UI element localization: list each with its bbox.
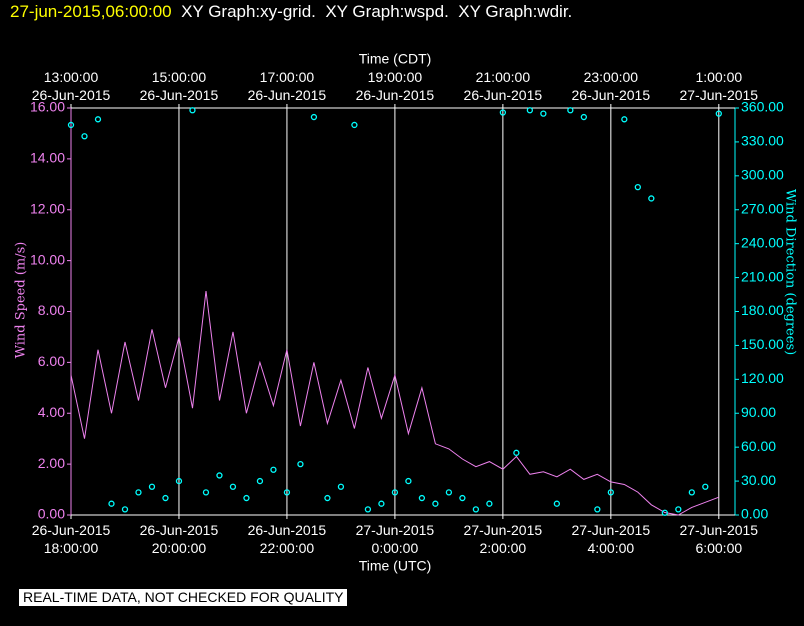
- direction-point: [351, 121, 358, 129]
- direction-point: [297, 460, 304, 468]
- direction-point: [715, 110, 722, 117]
- quality-note: REAL-TIME DATA, NOT CHECKED FOR QUALITY: [19, 589, 348, 606]
- y2-tick-label: 270.00: [741, 200, 784, 216]
- direction-point: [81, 133, 88, 140]
- direction-point: [648, 195, 655, 202]
- direction-point: [162, 494, 169, 502]
- direction-point: [445, 489, 453, 496]
- x2-tick-label: 23:00:00 26-Jun-2015: [571, 69, 651, 103]
- x-tick-label: 26-Jun-2015 20:00:00: [139, 522, 219, 556]
- y-tick-label: 8.00: [38, 302, 65, 318]
- header-title: XY Graph:xy-grid. XY Graph:wspd. XY Grap…: [181, 2, 573, 21]
- y2-tick-label: 180.00: [741, 302, 784, 318]
- direction-point: [540, 110, 547, 117]
- direction-point: [513, 449, 520, 456]
- y-tick-label: 16.00: [30, 99, 65, 115]
- y-tick-label: 10.00: [30, 251, 65, 267]
- direction-point: [432, 500, 439, 507]
- direction-point: [337, 483, 345, 490]
- x2-tick-label: 15:00:00 26-Jun-2015: [139, 69, 219, 103]
- direction-point: [418, 494, 426, 502]
- y2-tick-label: 210.00: [741, 268, 784, 284]
- direction-point: [634, 183, 641, 191]
- x2-tick-label: 17:00:00 26-Jun-2015: [247, 69, 327, 103]
- x2-axis-title: Time (CDT): [359, 51, 432, 67]
- direction-point: [108, 500, 115, 507]
- direction-point: [580, 113, 587, 121]
- direction-point: [594, 506, 601, 513]
- direction-point: [688, 489, 695, 496]
- direction-point: [310, 113, 318, 121]
- direction-point: [135, 489, 142, 496]
- y-tick-label: 14.00: [30, 150, 65, 166]
- direction-point: [486, 500, 493, 507]
- x2-tick-label: 21:00:00 26-Jun-2015: [463, 69, 543, 103]
- timestamp: 27-jun-2015,06:00:00: [10, 2, 172, 21]
- direction-point: [567, 107, 574, 114]
- direction-point: [175, 477, 183, 485]
- x-tick-label: 27-Jun-2015 4:00:00: [571, 522, 651, 556]
- direction-point: [270, 466, 277, 473]
- x2-tick-label: 1:00:00 27-Jun-2015: [679, 69, 759, 103]
- y2-tick-label: 330.00: [741, 133, 784, 149]
- speed-line: [70, 291, 719, 516]
- direction-point: [553, 500, 561, 507]
- x2-tick-label: 19:00:00 26-Jun-2015: [355, 69, 435, 103]
- direction-point: [67, 121, 75, 129]
- direction-point: [94, 116, 102, 123]
- x-tick-label: 26-Jun-2015 18:00:00: [31, 522, 111, 556]
- direction-point: [202, 489, 210, 496]
- y2-tick-label: 360.00: [741, 99, 784, 115]
- y-tick-label: 2.00: [38, 455, 65, 471]
- x-tick-label: 26-Jun-2015 22:00:00: [247, 522, 327, 556]
- direction-point: [148, 483, 156, 490]
- direction-point: [675, 506, 682, 513]
- x-tick-label: 27-Jun-2015 2:00:00: [463, 522, 543, 556]
- y2-tick-label: 90.00: [741, 404, 776, 420]
- direction-point: [189, 107, 196, 114]
- x-tick-label: 27-Jun-2015 6:00:00: [679, 522, 759, 556]
- y2-tick-label: 240.00: [741, 234, 784, 250]
- y2-tick-label: 150.00: [741, 336, 784, 352]
- direction-point: [621, 116, 628, 123]
- direction-point: [229, 483, 237, 490]
- direction-point: [459, 494, 466, 502]
- y-tick-label: 6.00: [38, 353, 65, 369]
- direction-point: [216, 472, 223, 479]
- x-axis-title: Time (UTC): [359, 558, 432, 574]
- x2-tick-label: 13:00:00 26-Jun-2015: [31, 69, 111, 103]
- direction-point: [121, 506, 129, 513]
- direction-point: [391, 489, 399, 496]
- y-tick-label: 0.00: [38, 506, 65, 522]
- y2-tick-label: 120.00: [741, 370, 784, 386]
- y2-axis-title: Wind Direction (degrees): [783, 189, 798, 355]
- y-tick-label: 12.00: [30, 200, 65, 216]
- direction-point: [378, 500, 385, 507]
- direction-point: [243, 494, 250, 502]
- direction-point: [607, 489, 614, 496]
- direction-point: [472, 506, 480, 513]
- y-tick-label: 4.00: [38, 404, 65, 420]
- direction-point: [661, 509, 668, 516]
- y2-tick-label: 300.00: [741, 167, 784, 183]
- direction-point: [526, 107, 534, 114]
- direction-point: [256, 477, 264, 485]
- direction-point: [364, 506, 372, 513]
- y2-tick-label: 0.00: [741, 506, 768, 522]
- x-tick-label: 27-Jun-2015 0:00:00: [355, 522, 435, 556]
- y-axis-title: Wind Speed (m/s): [14, 242, 29, 359]
- direction-point: [702, 483, 709, 490]
- header: 27-jun-2015,06:00:00 XY Graph:xy-grid. X…: [10, 2, 572, 22]
- y2-tick-label: 60.00: [741, 438, 776, 454]
- direction-point: [405, 477, 412, 485]
- direction-point: [499, 109, 507, 116]
- direction-point: [324, 494, 331, 502]
- y2-tick-label: 30.00: [741, 472, 776, 488]
- direction-point: [283, 489, 291, 496]
